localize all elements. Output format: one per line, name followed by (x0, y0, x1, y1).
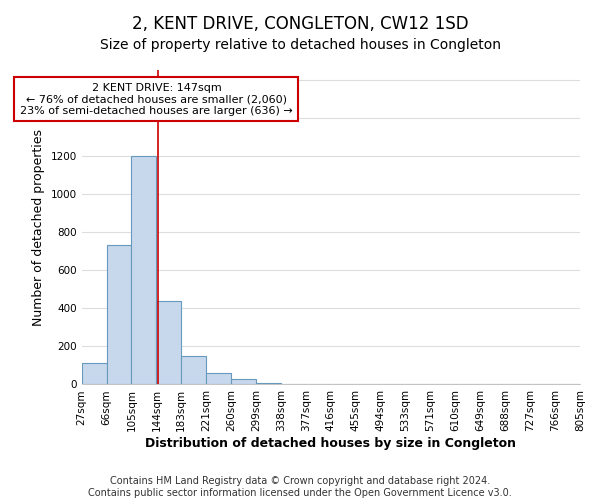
Bar (206, 373, 231, 384)
Bar (256, 382, 281, 384)
X-axis label: Distribution of detached houses by size in Congleton: Distribution of detached houses by size … (145, 437, 517, 450)
Y-axis label: Number of detached properties: Number of detached properties (32, 128, 45, 326)
Text: Size of property relative to detached houses in Congleton: Size of property relative to detached ho… (100, 38, 500, 52)
Bar (231, 378, 256, 384)
Bar (82, 364, 107, 384)
Bar (131, 156, 157, 384)
Bar (107, 246, 131, 384)
Bar (157, 300, 181, 384)
Text: Contains HM Land Registry data © Crown copyright and database right 2024.
Contai: Contains HM Land Registry data © Crown c… (88, 476, 512, 498)
Text: 2, KENT DRIVE, CONGLETON, CW12 1SD: 2, KENT DRIVE, CONGLETON, CW12 1SD (131, 15, 469, 33)
Bar (181, 356, 206, 384)
Text: 2 KENT DRIVE: 147sqm
← 76% of detached houses are smaller (2,060)
23% of semi-de: 2 KENT DRIVE: 147sqm ← 76% of detached h… (20, 82, 293, 116)
